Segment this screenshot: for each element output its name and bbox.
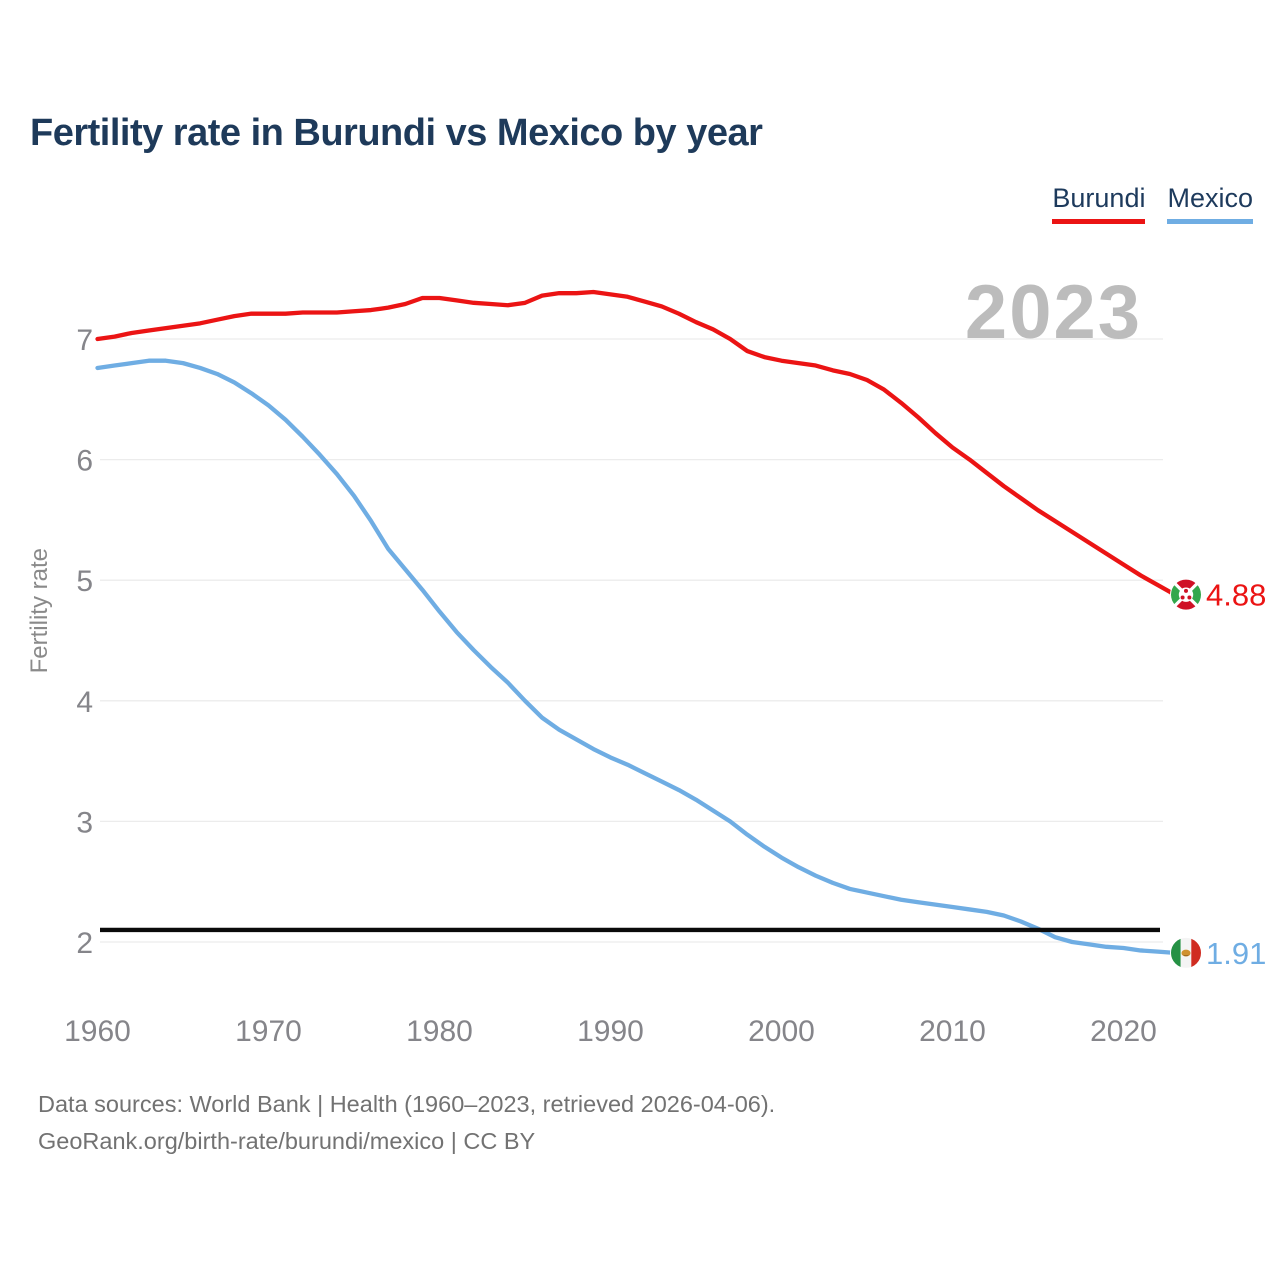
end-value-label-burundi: 4.88 — [1206, 578, 1266, 613]
legend-label-mexico: Mexico — [1167, 183, 1253, 213]
mexico-flag-icon — [1170, 936, 1202, 969]
legend-label-burundi: Burundi — [1052, 183, 1146, 213]
y-tick-label: 3 — [76, 806, 93, 839]
y-tick-label: 5 — [76, 565, 93, 598]
chart-title: Fertility rate in Burundi vs Mexico by y… — [30, 112, 763, 154]
series-line-mexico — [95, 358, 1177, 956]
legend: Burundi Mexico — [1052, 183, 1253, 224]
end-value-label-mexico: 1.91 — [1206, 936, 1266, 971]
y-tick-label: 2 — [76, 927, 93, 960]
series-line-burundi — [95, 289, 1177, 597]
y-tick-label: 7 — [76, 324, 93, 357]
x-tick-label: 1960 — [64, 1015, 131, 1048]
footer-sources-line: Data sources: World Bank | Health (1960–… — [38, 1091, 776, 1117]
year-watermark: 2023 — [965, 270, 1142, 355]
y-tick-label: 4 — [76, 686, 93, 719]
burundi-flag-icon — [1170, 578, 1202, 611]
x-tick-label: 1990 — [577, 1015, 644, 1048]
legend-item-mexico[interactable]: Mexico — [1167, 183, 1253, 224]
x-tick-label: 2020 — [1090, 1015, 1157, 1048]
x-tick-label: 1980 — [406, 1015, 473, 1048]
x-tick-label: 2000 — [748, 1015, 815, 1048]
footer: Data sources: World Bank | Health (1960–… — [38, 1086, 775, 1160]
y-tick-label: 6 — [76, 445, 93, 478]
legend-item-burundi[interactable]: Burundi — [1052, 183, 1146, 224]
x-tick-label: 2010 — [919, 1015, 986, 1048]
x-tick-label: 1970 — [235, 1015, 302, 1048]
footer-attribution-line: GeoRank.org/birth-rate/burundi/mexico | … — [38, 1128, 536, 1154]
